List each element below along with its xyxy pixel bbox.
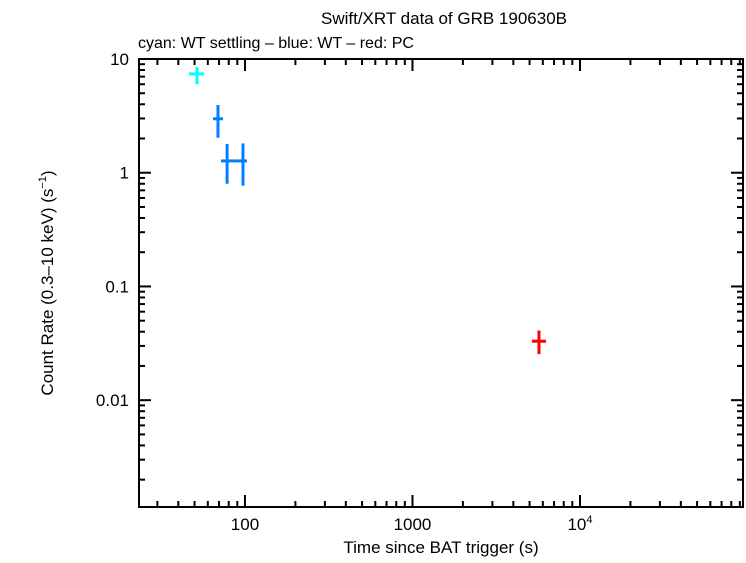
axis-ticks <box>139 58 743 507</box>
y-tick-label: 0.1 <box>105 277 129 296</box>
plot-frame <box>138 58 744 508</box>
x-tick-label-base: 1000 <box>394 515 432 534</box>
data-point-pc <box>531 330 547 355</box>
chart-subtitle: cyan: WT settling – blue: WT – red: PC <box>138 35 414 52</box>
x-tick-label: 1000 <box>394 515 432 534</box>
y-axis-label-main: Count Rate (0.3–10 keV) (s <box>38 189 57 396</box>
x-tick-label: 100 <box>231 515 259 534</box>
y-axis-label-sup: −1 <box>37 176 49 189</box>
data-point-wt <box>220 143 235 184</box>
x-tick-label-base: 100 <box>231 515 259 534</box>
data-point-wt-settling <box>189 67 204 85</box>
x-tick-label-base: 10 <box>567 515 586 534</box>
y-axis-label-end: ) <box>38 170 57 176</box>
x-tick-label-sup: 4 <box>586 514 592 526</box>
x-tick-label: 104 <box>567 514 592 534</box>
y-tick-label: 0.01 <box>96 391 129 410</box>
data-point-wt <box>212 105 224 138</box>
x-axis-label: Time since BAT trigger (s) <box>343 538 538 557</box>
y-tick-label: 1 <box>120 164 129 183</box>
y-axis-label: Count Rate (0.3–10 keV) (s−1) <box>37 170 57 395</box>
chart-title: Swift/XRT data of GRB 190630B <box>321 9 567 28</box>
y-tick-label: 10 <box>110 50 129 69</box>
data-point-wt <box>234 143 247 186</box>
data-points <box>189 67 547 355</box>
